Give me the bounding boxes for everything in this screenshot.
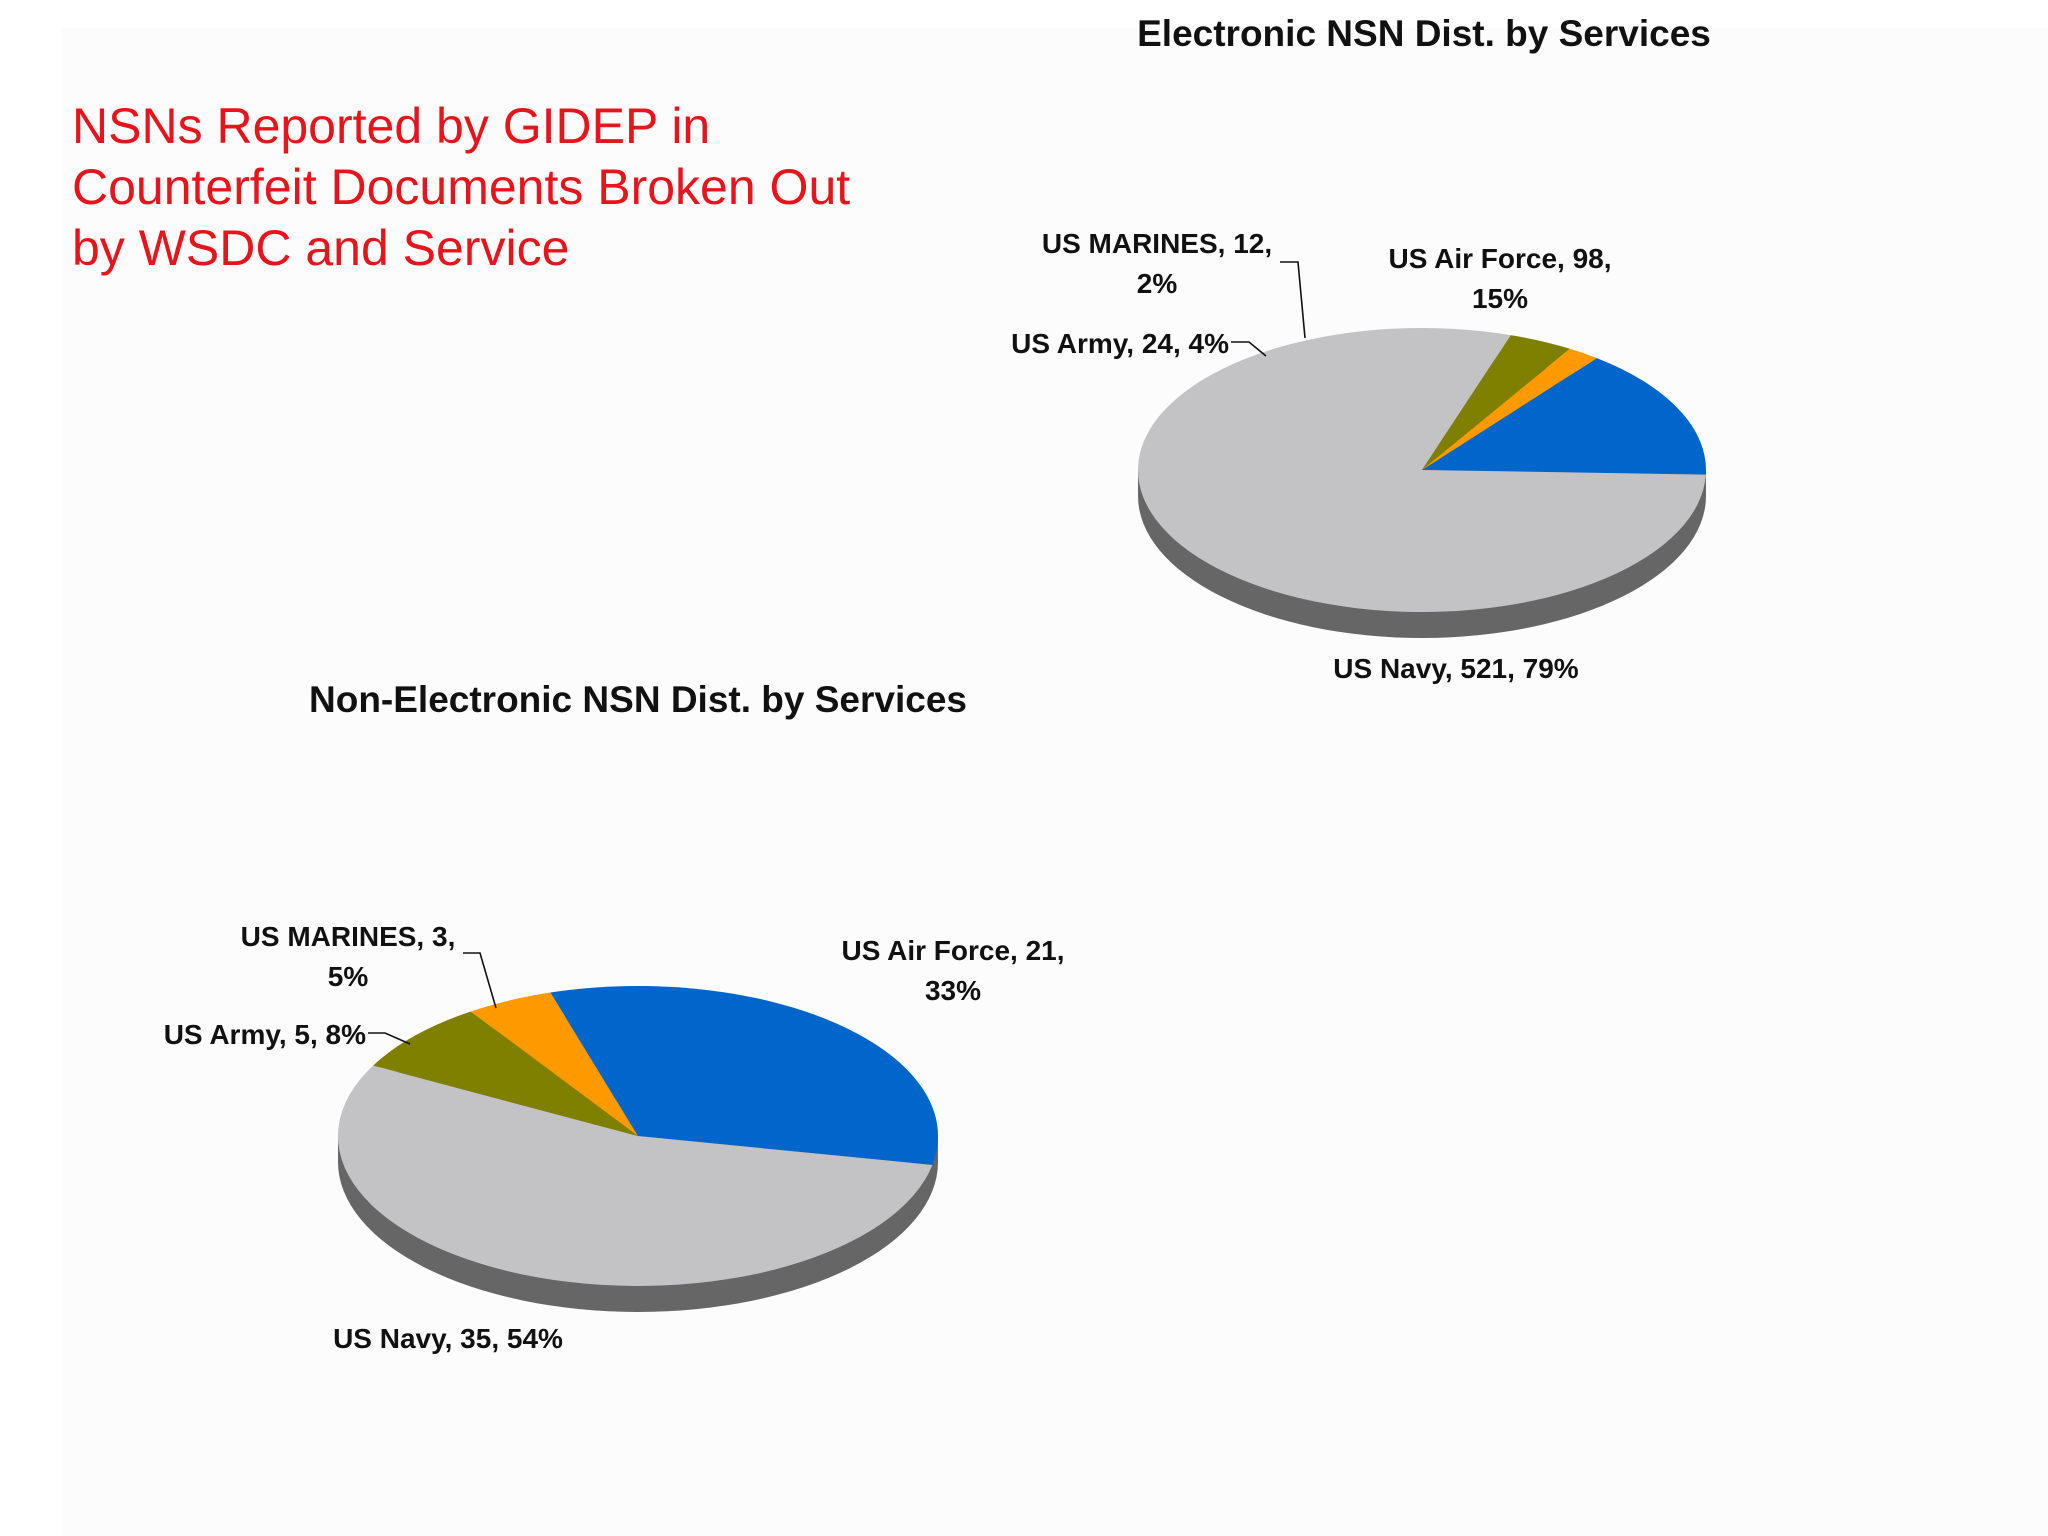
electronic-slice-us-army: [1422, 335, 1570, 470]
electronic-pie-chart: Electronic NSN Dist. by Services US Air F…: [1011, 13, 1711, 684]
nonelectronic-label-line: 33%: [925, 975, 981, 1006]
electronic-slice-us-marines: [1422, 348, 1597, 470]
slide-title-line-2: Counterfeit Documents Broken Out: [72, 159, 851, 215]
nonelectronic-label-line: US Navy, 35, 54%: [333, 1323, 563, 1354]
nonelectronic-label-us-air-force: US Air Force, 21, 33%: [841, 935, 1064, 1006]
nonelectronic-label-line: 5%: [328, 961, 369, 992]
electronic-label-us-army: US Army, 24, 4%: [1011, 328, 1229, 359]
electronic-leader-us-army: [1231, 341, 1267, 357]
nonelectronic-pie-chart: Non-Electronic NSN Dist. by Services US A…: [164, 679, 1065, 1354]
nonelectronic-slice-us-navy: [337, 1065, 933, 1287]
slide-title-line-3: by WSDC and Service: [72, 220, 570, 276]
electronic-slice-us-air-force: [1422, 358, 1707, 475]
electronic-label-us-air-force: US Air Force, 98, 15%: [1388, 243, 1611, 314]
nonelectronic-label-us-navy: US Navy, 35, 54%: [333, 1323, 563, 1354]
nonelectronic-label-line: US Air Force, 21,: [841, 935, 1064, 966]
electronic-label-line: US MARINES, 12,: [1042, 228, 1272, 259]
nonelectronic-label-line: US MARINES, 3,: [241, 921, 456, 952]
electronic-label-us-marines: US MARINES, 12, 2%: [1042, 228, 1272, 299]
slide-title: NSNs Reported by GIDEP in Counterfeit Do…: [72, 96, 972, 279]
electronic-label-line: 2%: [1137, 268, 1178, 299]
electronic-label-us-navy: US Navy, 521, 79%: [1333, 653, 1579, 684]
electronic-label-line: US Navy, 521, 79%: [1333, 653, 1579, 684]
slide-background-panel: [62, 28, 2048, 1536]
electronic-label-line: US Army, 24, 4%: [1011, 328, 1229, 359]
nonelectronic-label-us-marines: US MARINES, 3, 5%: [241, 921, 456, 992]
nonelectronic-leader-us-marines: [463, 952, 497, 1009]
nonelectronic-label-us-army: US Army, 5, 8%: [164, 1019, 366, 1050]
electronic-label-line: 15%: [1472, 283, 1528, 314]
electronic-leader-us-marines: [1280, 261, 1306, 339]
nonelectronic-chart-title: Non-Electronic NSN Dist. by Services: [309, 679, 967, 720]
nonelectronic-slice-us-air-force: [550, 985, 938, 1165]
nonelectronic-slice-us-army: [373, 1011, 638, 1136]
nonelectronic-slice-us-marines: [470, 992, 638, 1136]
electronic-slice-us-navy: [1138, 327, 1706, 612]
nonelectronic-label-line: US Army, 5, 8%: [164, 1019, 366, 1050]
slide-title-line-1: NSNs Reported by GIDEP in: [72, 98, 711, 154]
electronic-label-line: US Air Force, 98,: [1388, 243, 1611, 274]
nonelectronic-leader-us-army: [368, 1032, 411, 1045]
electronic-chart-title: Electronic NSN Dist. by Services: [1137, 13, 1711, 54]
